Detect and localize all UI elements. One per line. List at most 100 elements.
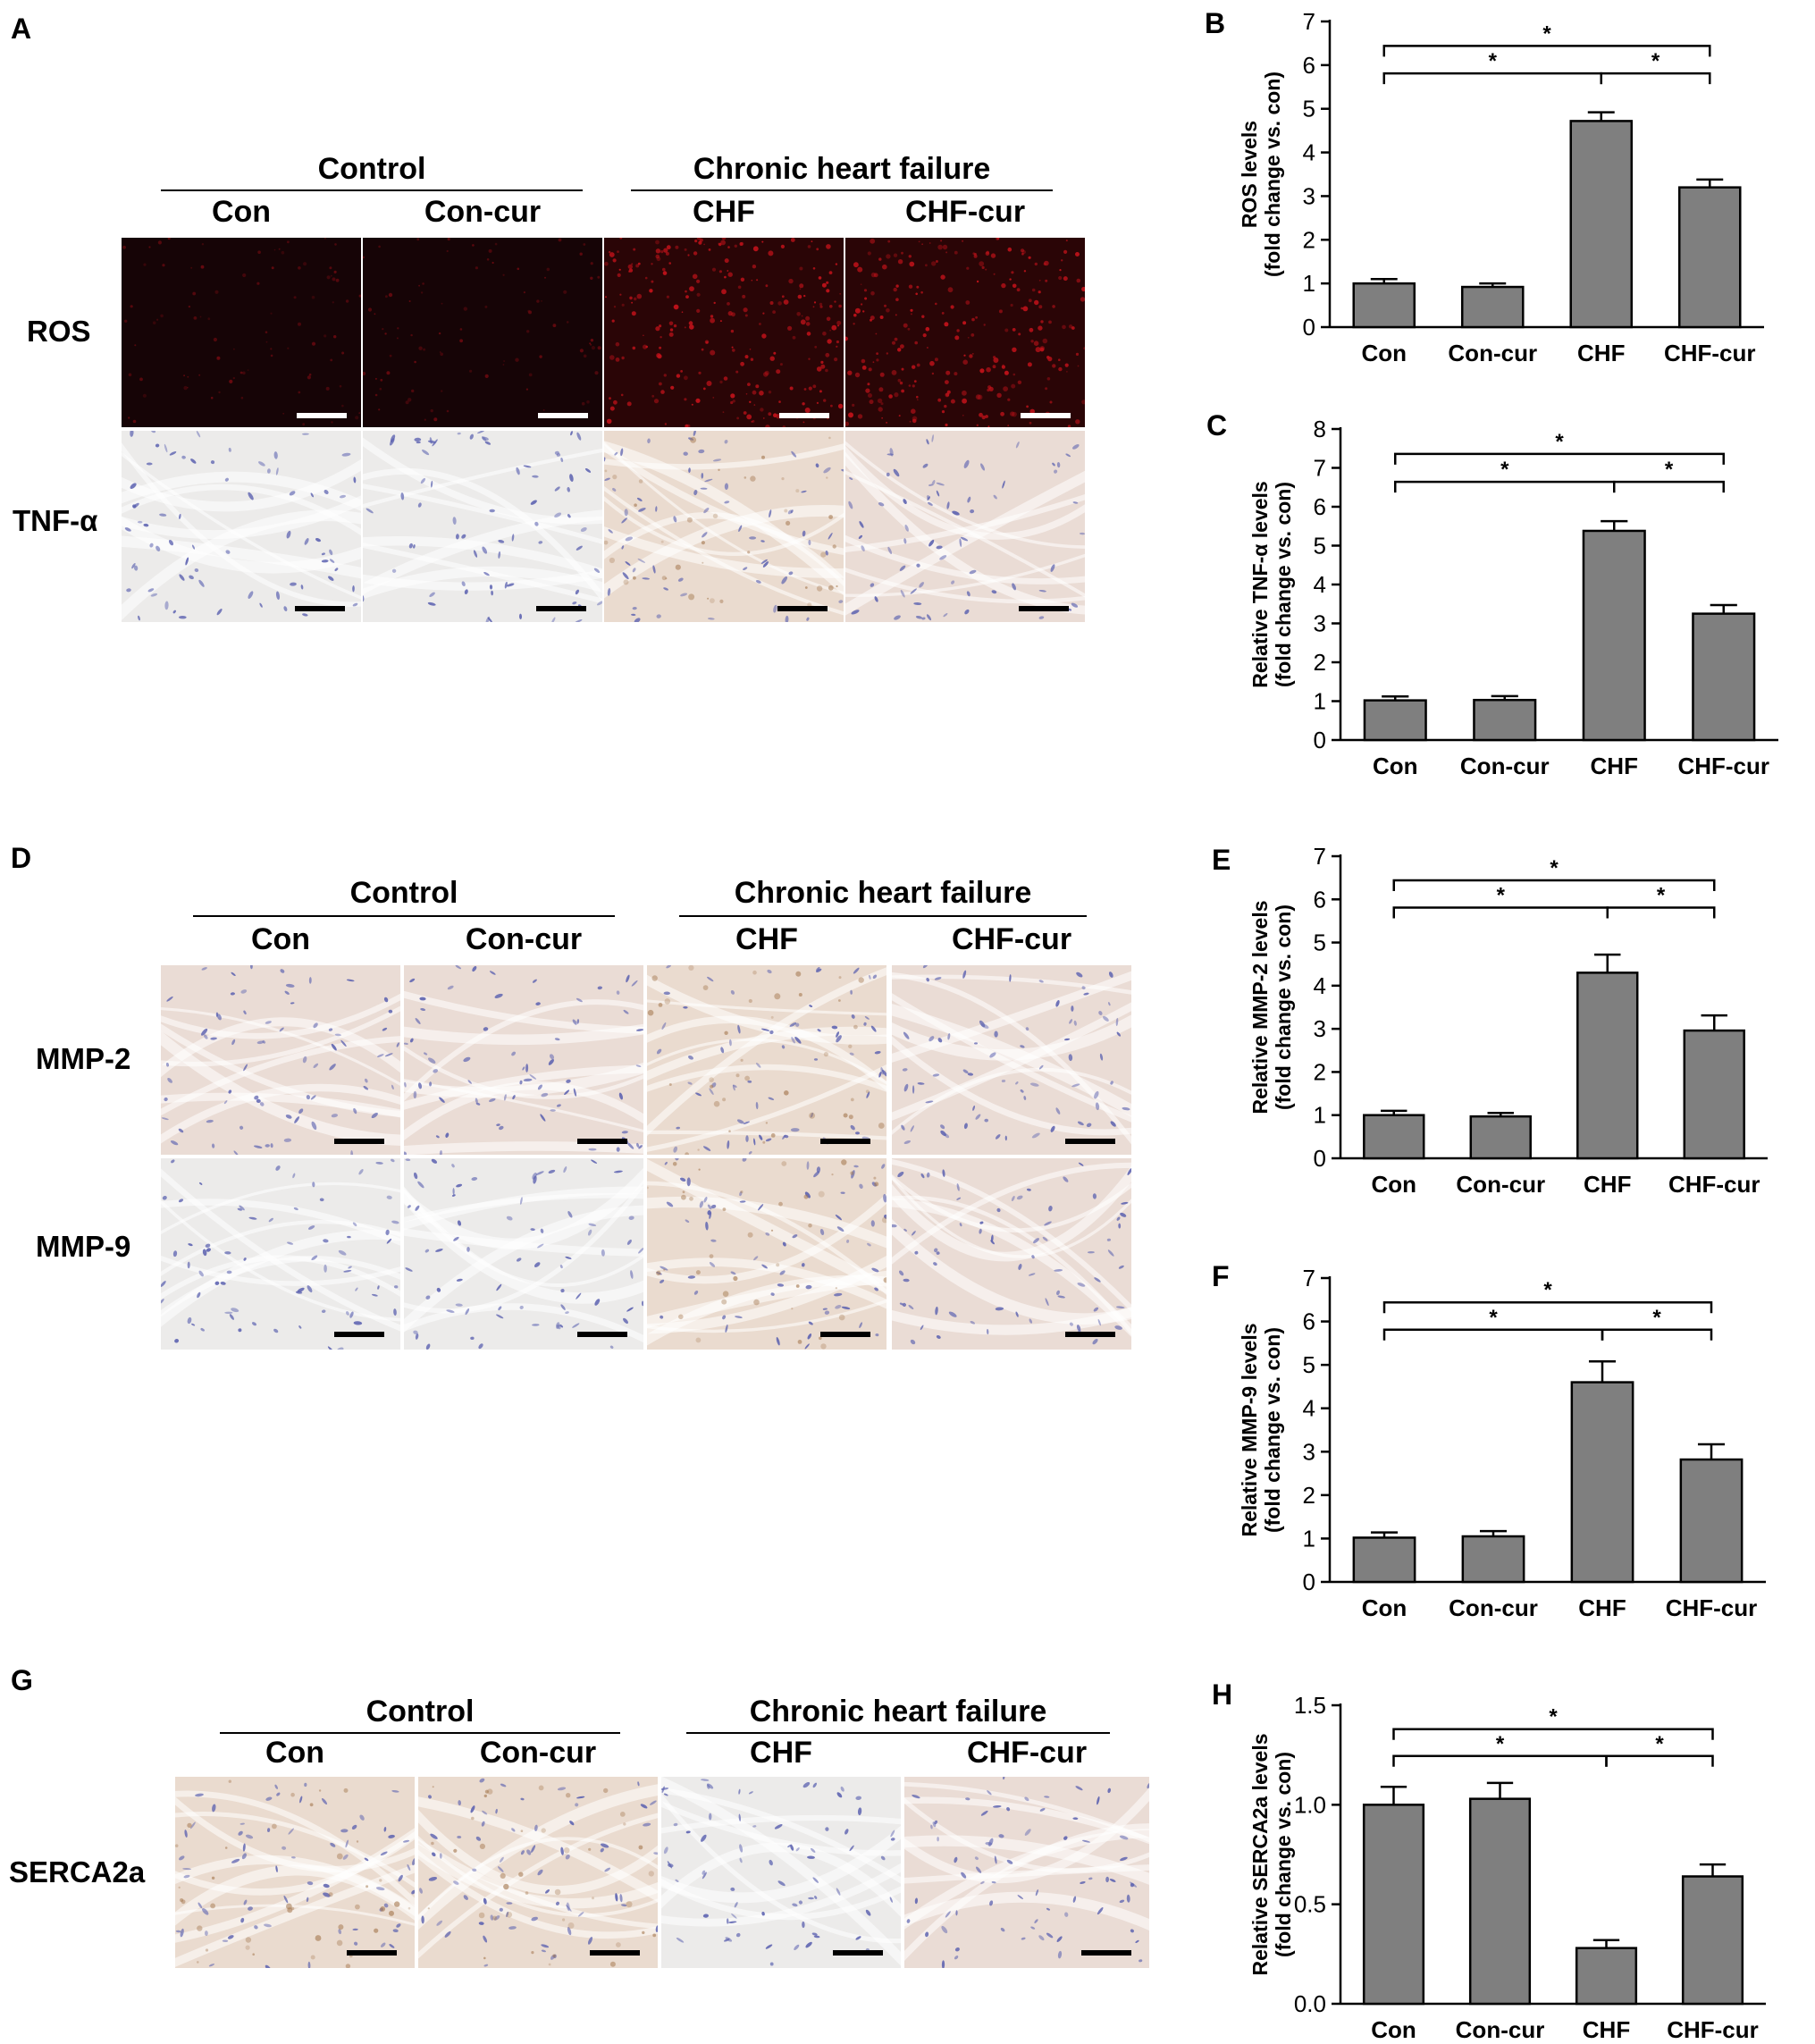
group-title-control-g: Control [366,1695,475,1729]
col-label-chf-d: CHF [735,922,798,956]
micrograph-serca2a-con [175,1777,415,1968]
micrograph-mmp2-con [161,965,400,1155]
y-tick-label: 5 [1303,1351,1315,1378]
bar [1569,120,1634,329]
y-axis-label-units: (fold change vs. con) [1272,904,1295,1110]
scale-bar [777,606,828,611]
x-tick-label: Con-cur [1460,753,1550,779]
micrograph-serca2a-chf [661,1777,901,1968]
y-tick-label: 0.5 [1294,1891,1326,1918]
y-tick-label: 4 [1303,139,1315,166]
bar [1683,1029,1745,1160]
significance-bracket [1613,480,1725,493]
scale-bar [833,1950,883,1956]
y-tick-label: 6 [1314,493,1326,520]
col-label-chf-cur-a: CHF-cur [904,195,1026,229]
significance-marker: * [1555,430,1564,454]
y-axis-label: Relative MMP-9 levels [1238,1323,1261,1536]
bar [1681,1875,1744,2006]
scale-bar [334,1332,384,1337]
x-tick-label: CHF-cur [1666,1594,1758,1621]
micrograph-mmp9-chf-cur [892,1158,1131,1350]
group-title-chf-g: Chronic heart failure [749,1695,1047,1729]
micrograph-tnf-chf-cur [845,431,1085,622]
y-tick-label: 1.0 [1294,1791,1326,1818]
significance-marker: * [1497,883,1506,907]
y-tick-label: 3 [1314,1015,1326,1042]
x-tick-label: CHF [1583,2016,1630,2043]
micrograph-mmp9-chf [647,1158,886,1350]
y-tick-label: 2 [1314,649,1326,676]
y-axis-label-units: (fold change vs. con) [1272,1752,1295,1957]
micrograph-ros-con-cur [363,238,602,427]
y-tick-label: 2 [1303,226,1315,253]
significance-bracket [1606,906,1716,919]
group-line-control-d [193,915,615,917]
significance-marker: * [1500,458,1509,482]
micrograph-mmp2-chf [647,965,886,1155]
panel-label-d: D [11,842,32,874]
significance-bracket [1382,1300,1713,1314]
group-line-chf-d [679,915,1087,917]
x-tick-label: Con-cur [1456,1171,1545,1198]
micrograph-mmp9-con-cur [404,1158,643,1350]
significance-marker: * [1542,21,1551,46]
panel-label-f: F [1212,1260,1230,1292]
y-axis-label-units: (fold change vs. con) [1261,71,1284,277]
x-tick-label: Con-cur [1449,1594,1538,1621]
significance-marker: * [1496,1732,1505,1756]
col-label-chf-g: CHF [750,1736,812,1770]
significance-marker: * [1657,883,1666,907]
bar [1575,1947,1638,2006]
panel-label-b: B [1205,7,1226,39]
y-tick-label: 7 [1314,455,1326,482]
y-tick-label: 0 [1314,1145,1326,1172]
scale-bar [577,1139,627,1144]
micrograph-mmp2-chf-cur [892,965,1131,1155]
y-tick-label: 5 [1303,96,1315,122]
group-title-chf-d: Chronic heart failure [734,876,1032,910]
significance-bracket [1392,1754,1608,1767]
significance-bracket [1392,1728,1714,1740]
micrograph-mmp2-con-cur [404,965,643,1155]
y-tick-label: 8 [1314,416,1326,442]
y-tick-label: 7 [1303,1265,1315,1291]
significance-bracket [1394,452,1725,465]
significance-marker: * [1550,856,1559,880]
scale-bar [1065,1139,1115,1144]
scale-bar [820,1139,870,1144]
x-tick-label: Con [1362,1594,1407,1621]
y-axis-label-units: (fold change vs. con) [1272,482,1295,687]
x-tick-label: CHF [1591,753,1638,779]
x-tick-label: CHF [1578,1594,1626,1621]
y-tick-label: 0 [1314,727,1326,753]
micrograph-ros-chf-cur [845,238,1085,427]
x-tick-label: Con [1371,1171,1416,1198]
y-tick-label: 1 [1303,1525,1315,1552]
x-tick-label: CHF [1584,1171,1631,1198]
y-axis-label: Relative TNF-α levels [1248,481,1272,687]
group-title-chf-a: Chronic heart failure [693,152,991,186]
significance-marker: * [1549,1705,1558,1729]
micrograph-tnf-con-cur [363,431,602,622]
panel-label-e: E [1212,844,1231,876]
y-tick-label: 6 [1314,886,1326,913]
scale-bar [820,1332,870,1337]
panel-label-c: C [1206,409,1228,442]
group-line-chf-g [686,1732,1110,1734]
col-label-con-d: Con [250,922,311,956]
group-title-control-a: Control [317,152,426,186]
group-line-control-a [161,189,583,191]
significance-marker: * [1543,1278,1552,1302]
y-tick-label: 0 [1303,314,1315,341]
micrograph-serca2a-chf-cur [904,1777,1149,1968]
row-label-ros: ROS [27,315,91,348]
bar [1363,699,1427,742]
micrograph-ros-con [122,238,361,427]
scale-bar [295,606,345,611]
scale-bar [536,606,586,611]
group-title-control-d: Control [349,876,458,910]
y-tick-label: 1.5 [1294,1692,1326,1719]
